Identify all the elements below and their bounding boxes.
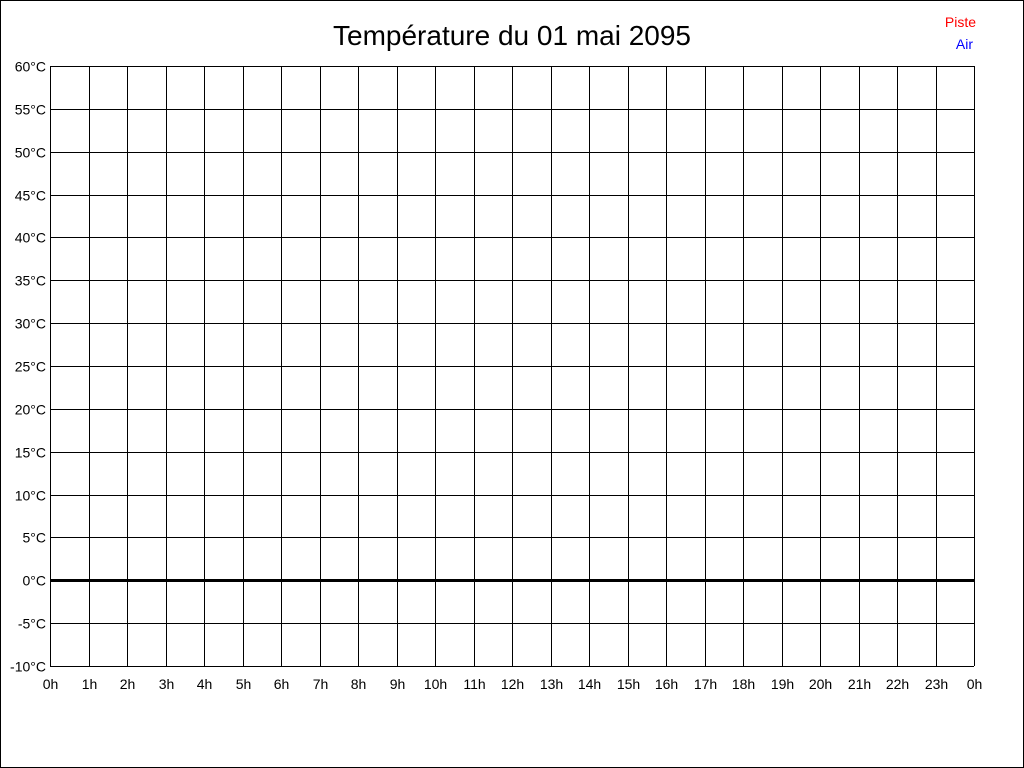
y-tick-label: 30°C [15,316,46,332]
x-tick-label: 21h [848,676,871,692]
x-tick-label: 9h [390,676,406,692]
y-tick-label: 55°C [15,102,46,118]
x-tick-label: 2h [120,676,136,692]
x-tick-label: 16h [655,676,678,692]
x-tick-label: 14h [578,676,601,692]
x-tick-label: 1h [82,676,98,692]
y-tick-label: -10°C [10,659,46,675]
y-tick-label: 15°C [15,445,46,461]
y-tick-label: 25°C [15,359,46,375]
x-tick-label: 7h [313,676,329,692]
x-tick-label: 18h [732,676,755,692]
chart-title: Température du 01 mai 2095 [333,20,691,51]
x-tick-label: 22h [886,676,909,692]
x-tick-label: 0h [967,676,983,692]
x-tick-label: 12h [501,676,524,692]
x-tick-label: 0h [43,676,59,692]
x-tick-label: 4h [197,676,213,692]
x-tick-label: 5h [236,676,252,692]
x-tick-label: 10h [424,676,447,692]
x-tick-label: 17h [694,676,717,692]
y-tick-label: 40°C [15,230,46,246]
y-tick-label: 50°C [15,145,46,161]
y-tick-label: 0°C [23,573,47,589]
y-tick-label: 5°C [23,530,47,546]
legend-piste: Piste [945,14,976,30]
y-tick-label: 20°C [15,402,46,418]
x-tick-label: 6h [274,676,290,692]
legend-air: Air [956,36,973,52]
y-tick-label: 35°C [15,273,46,289]
x-tick-label: 19h [771,676,794,692]
x-tick-label: 20h [809,676,832,692]
x-tick-label: 11h [463,676,485,692]
y-tick-label: 60°C [15,59,46,75]
x-tick-label: 13h [540,676,563,692]
y-tick-label: -5°C [18,616,46,632]
x-tick-label: 8h [351,676,367,692]
x-tick-label: 15h [617,676,640,692]
x-tick-label: 23h [925,676,948,692]
x-tick-label: 3h [159,676,175,692]
y-tick-label: 45°C [15,188,46,204]
y-tick-label: 10°C [15,488,46,504]
